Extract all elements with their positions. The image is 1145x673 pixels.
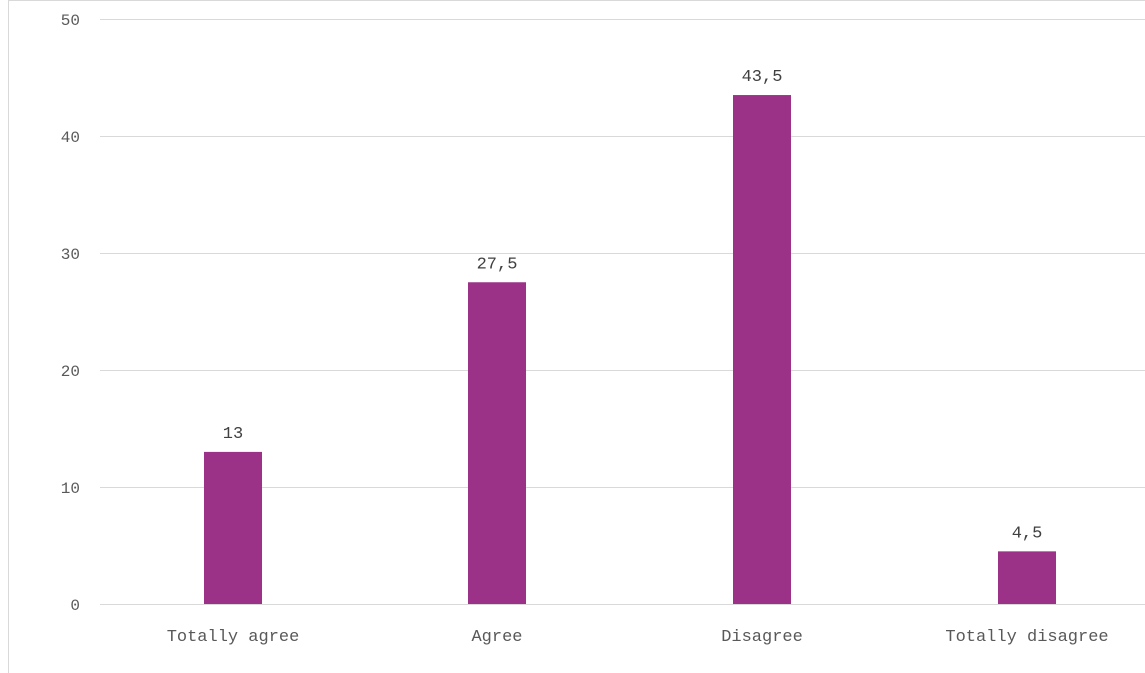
bars	[204, 95, 1056, 605]
y-tick-label-50: 50	[61, 12, 80, 30]
y-tick-label-0: 0	[70, 597, 80, 615]
gridlines	[100, 19, 1145, 605]
category-label-3: Disagree	[721, 628, 803, 647]
y-tick-label-10: 10	[61, 480, 80, 498]
y-tick-label-40: 40	[61, 129, 80, 147]
x-axis: Totally agree Agree Disagree Totally disagr…	[167, 628, 1109, 647]
bar-2	[468, 282, 526, 604]
category-label-4: Totally disagree	[945, 628, 1108, 647]
data-label-4: 4,5	[1012, 524, 1043, 543]
y-tick-label-30: 30	[61, 246, 80, 264]
bar-3	[733, 95, 791, 605]
data-label-2: 27,5	[477, 255, 518, 274]
data-label-1: 13	[223, 425, 243, 444]
data-labels: 13 27,5 43,5 4,5	[223, 68, 1043, 543]
data-label-3: 43,5	[742, 68, 783, 87]
bar-1	[204, 451, 262, 604]
chart-frame	[8, 0, 1145, 673]
y-tick-label-20: 20	[61, 363, 80, 381]
category-label-1: Totally agree	[167, 628, 300, 647]
bar-4	[998, 551, 1056, 604]
category-label-2: Agree	[471, 628, 522, 647]
y-axis: 0 10 20 30 40 50	[61, 12, 80, 615]
